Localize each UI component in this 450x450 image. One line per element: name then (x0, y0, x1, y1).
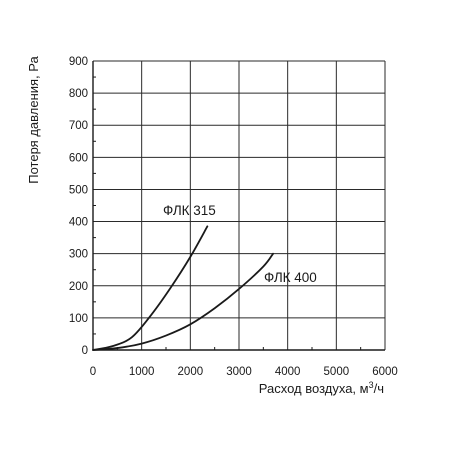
y-tick-label: 700 (69, 120, 88, 132)
series-label-flk-400: ФЛК 400 (264, 270, 317, 285)
y-tick-label: 100 (69, 313, 88, 325)
y-tick-label: 500 (69, 184, 88, 196)
y-tick-label: 900 (69, 56, 88, 68)
x-axis-title-main: Расход воздуха, м (259, 381, 369, 396)
x-tick-label: 1000 (129, 366, 155, 378)
x-tick-label: 6000 (372, 366, 398, 378)
x-axis-title: Расход воздуха, м3/ч (259, 380, 384, 396)
x-tick-label: 2000 (178, 366, 204, 378)
x-tick-label: 0 (90, 366, 96, 378)
x-tick-label: 3000 (226, 366, 252, 378)
series-lines (92, 225, 274, 351)
axes (92, 61, 385, 351)
y-tick-label: 300 (69, 249, 88, 261)
x-axis-title-tail: /ч (374, 381, 384, 396)
y-tick-label: 800 (69, 88, 88, 100)
minor-ticks (93, 76, 362, 350)
grid (93, 60, 386, 350)
x-axis-title-superscript: 3 (369, 380, 374, 390)
series-label-flk-315: ФЛК 315 (163, 203, 216, 218)
tick-labels: 0 100 200 300 400 500 600 700 800 900 0 1000 2000 300… (69, 56, 398, 378)
y-tick-label: 400 (69, 217, 88, 229)
y-tick-label: 600 (69, 152, 88, 164)
x-tick-label: 4000 (275, 366, 301, 378)
x-tick-label: 5000 (324, 366, 350, 378)
series-line-1 (92, 252, 274, 351)
y-axis-title: Потеря давления, Ра (26, 55, 41, 183)
y-tick-label: 0 (82, 345, 88, 357)
y-tick-label: 200 (69, 281, 88, 293)
series-line-0 (92, 225, 209, 351)
